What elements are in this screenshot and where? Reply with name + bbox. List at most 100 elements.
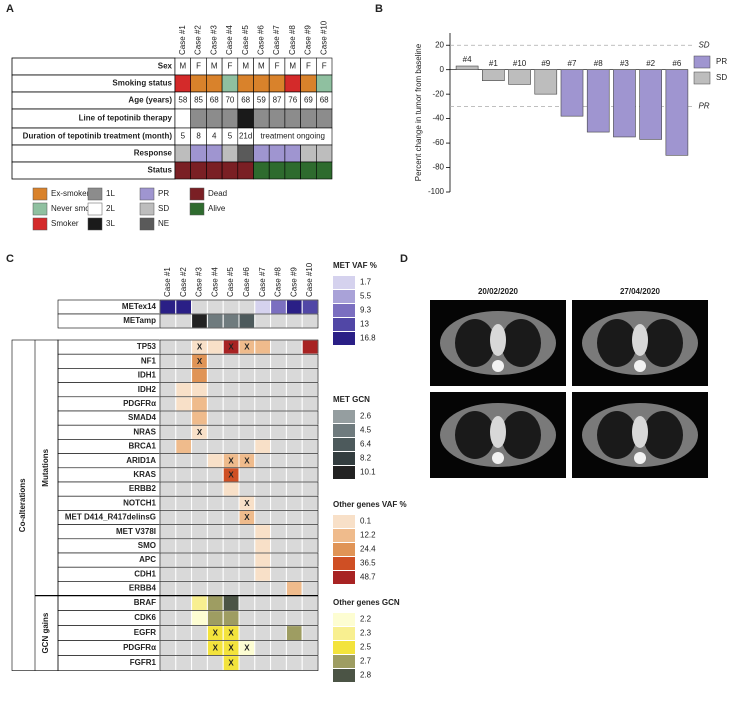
empty-cell bbox=[175, 610, 193, 627]
empty-cell bbox=[206, 538, 224, 554]
empty-cell bbox=[285, 339, 303, 355]
case-header: Case #5 bbox=[241, 25, 250, 55]
empty-cell bbox=[206, 396, 224, 412]
scale-label: 2.2 bbox=[360, 615, 372, 624]
empty-cell bbox=[254, 509, 272, 526]
group-label: GCN gains bbox=[41, 612, 50, 653]
cell-mark: X bbox=[228, 659, 234, 668]
bar bbox=[586, 69, 610, 133]
empty-cell bbox=[159, 655, 177, 672]
heat-cell bbox=[254, 339, 272, 355]
empty-cell bbox=[175, 481, 193, 497]
category-cell bbox=[315, 108, 333, 129]
scale-label: 1.7 bbox=[360, 278, 372, 287]
ct-lung bbox=[643, 411, 683, 459]
empty-cell bbox=[206, 367, 224, 384]
scan-date: 20/02/2020 bbox=[478, 287, 519, 296]
scale-swatch bbox=[333, 655, 355, 668]
empty-cell bbox=[206, 566, 224, 582]
legend-swatch bbox=[693, 71, 711, 85]
ct-spine bbox=[492, 452, 504, 464]
cell-text: 59 bbox=[257, 96, 266, 105]
y-tick-label: -80 bbox=[432, 163, 444, 172]
empty-cell bbox=[301, 410, 319, 426]
y-tick-label: -20 bbox=[432, 89, 444, 98]
empty-cell bbox=[222, 367, 240, 384]
empty-cell bbox=[285, 467, 303, 483]
ct-lung bbox=[501, 319, 541, 367]
category-cell bbox=[174, 108, 191, 129]
case-header: Case #6 bbox=[256, 25, 265, 55]
row-label: NOTCH1 bbox=[123, 498, 156, 507]
y-tick-label: -60 bbox=[432, 138, 444, 147]
scale-swatch bbox=[333, 332, 355, 345]
cell-mark: X bbox=[244, 644, 250, 653]
bar bbox=[613, 69, 636, 138]
row-label: Status bbox=[148, 166, 173, 175]
heat-cell bbox=[254, 438, 272, 455]
heat-cell bbox=[254, 552, 272, 568]
case-header: Case #4 bbox=[210, 267, 219, 297]
empty-cell bbox=[285, 509, 303, 526]
empty-cell bbox=[175, 538, 193, 554]
heat-cell bbox=[254, 538, 272, 554]
y-tick-label: -40 bbox=[432, 114, 444, 123]
heat-cell bbox=[206, 453, 224, 469]
empty-cell bbox=[270, 509, 287, 526]
empty-cell bbox=[285, 595, 303, 612]
empty-cell bbox=[222, 438, 240, 455]
bar-label: #9 bbox=[541, 59, 550, 68]
scale-label: 12.2 bbox=[360, 531, 376, 540]
scale-label: 6.4 bbox=[360, 440, 372, 449]
category-cell bbox=[300, 161, 317, 180]
legend-swatch bbox=[32, 202, 48, 216]
empty-cell bbox=[238, 396, 256, 412]
empty-cell bbox=[175, 580, 193, 597]
row-label: MET D414_R417delinsG bbox=[65, 513, 156, 522]
scale-label: 9.3 bbox=[360, 306, 372, 315]
scale-swatch bbox=[333, 276, 355, 289]
row-label: TP53 bbox=[137, 342, 157, 351]
bar-label: #1 bbox=[489, 59, 498, 68]
empty-cell bbox=[270, 538, 287, 554]
category-cell bbox=[237, 161, 254, 180]
legend-swatch bbox=[87, 202, 103, 216]
legend-swatch bbox=[139, 202, 155, 216]
empty-cell bbox=[301, 509, 319, 526]
case-header: Case #2 bbox=[194, 25, 203, 55]
scan-date: 27/04/2020 bbox=[620, 287, 661, 296]
category-cell bbox=[221, 74, 239, 93]
scale-title: MET GCN bbox=[333, 395, 370, 404]
heat-cell bbox=[175, 438, 193, 455]
row-label: SMAD4 bbox=[128, 413, 157, 422]
heat-cell bbox=[285, 580, 303, 597]
scale-label: 2.7 bbox=[360, 657, 372, 666]
empty-cell bbox=[175, 339, 193, 355]
category-cell bbox=[221, 108, 239, 129]
heat-cell bbox=[206, 595, 224, 612]
empty-cell bbox=[270, 580, 287, 597]
row-frame bbox=[159, 313, 319, 329]
empty-cell bbox=[301, 481, 319, 497]
empty-cell bbox=[285, 313, 303, 329]
row-label: Age (years) bbox=[128, 96, 172, 105]
cell-text: 4 bbox=[212, 132, 217, 141]
row-label: Duration of tepotinib treatment (month) bbox=[23, 132, 173, 141]
scale-label: 36.5 bbox=[360, 559, 376, 568]
empty-cell bbox=[270, 339, 287, 355]
legend-swatch bbox=[87, 217, 103, 231]
empty-cell bbox=[301, 625, 319, 642]
empty-cell bbox=[191, 655, 208, 672]
row-label-cell bbox=[11, 57, 176, 76]
case-header: Case #5 bbox=[226, 267, 235, 297]
empty-cell bbox=[159, 495, 177, 511]
category-cell bbox=[284, 161, 301, 180]
empty-cell bbox=[175, 313, 193, 329]
ct-spine bbox=[634, 360, 646, 372]
empty-cell bbox=[175, 453, 193, 469]
legend-label: 2L bbox=[106, 204, 115, 213]
empty-cell bbox=[285, 438, 303, 455]
scale-title: MET VAF % bbox=[333, 261, 377, 270]
empty-cell bbox=[222, 509, 240, 526]
empty-cell bbox=[254, 481, 272, 497]
